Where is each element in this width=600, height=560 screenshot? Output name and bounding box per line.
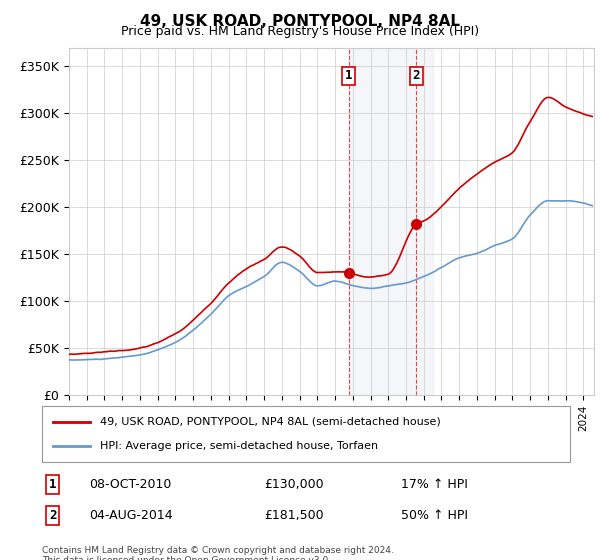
Text: 2: 2 xyxy=(413,69,420,82)
Text: 17% ↑ HPI: 17% ↑ HPI xyxy=(401,478,468,491)
Text: 49, USK ROAD, PONTYPOOL, NP4 8AL (semi-detached house): 49, USK ROAD, PONTYPOOL, NP4 8AL (semi-d… xyxy=(100,417,441,427)
Text: 1: 1 xyxy=(49,478,56,491)
Text: £181,500: £181,500 xyxy=(264,508,323,522)
Text: 1: 1 xyxy=(345,69,352,82)
FancyBboxPatch shape xyxy=(42,406,570,462)
Text: £130,000: £130,000 xyxy=(264,478,323,491)
Text: 49, USK ROAD, PONTYPOOL, NP4 8AL: 49, USK ROAD, PONTYPOOL, NP4 8AL xyxy=(140,14,460,29)
Text: 2: 2 xyxy=(49,508,56,522)
Text: HPI: Average price, semi-detached house, Torfaen: HPI: Average price, semi-detached house,… xyxy=(100,441,378,451)
Text: 08-OCT-2010: 08-OCT-2010 xyxy=(89,478,172,491)
Text: 04-AUG-2014: 04-AUG-2014 xyxy=(89,508,173,522)
Text: 50% ↑ HPI: 50% ↑ HPI xyxy=(401,508,468,522)
Text: Price paid vs. HM Land Registry's House Price Index (HPI): Price paid vs. HM Land Registry's House … xyxy=(121,25,479,38)
Text: Contains HM Land Registry data © Crown copyright and database right 2024.
This d: Contains HM Land Registry data © Crown c… xyxy=(42,546,394,560)
Bar xyxy=(349,48,433,395)
